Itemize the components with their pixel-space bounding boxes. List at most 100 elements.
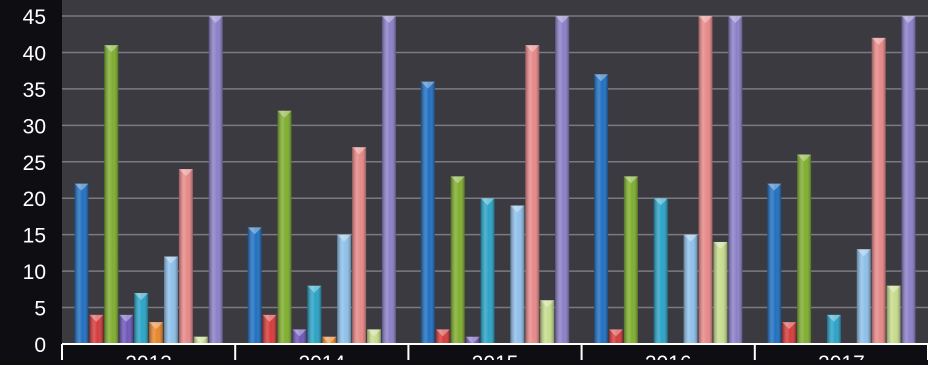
bar-cap [450, 176, 465, 184]
bar-cap [510, 205, 525, 213]
y-tick-label: 40 [23, 42, 46, 65]
bar-cap [797, 154, 812, 162]
bar-shading [555, 16, 570, 344]
bar-cap [292, 329, 307, 337]
bar-cap [826, 314, 841, 322]
bar-shading [480, 198, 495, 344]
bar-cap [594, 74, 609, 82]
y-tick-label: 35 [23, 79, 46, 102]
bar-cap [698, 16, 713, 23]
bar-shading [337, 234, 352, 344]
x-tick-label: 2013 [125, 352, 172, 360]
bar-cap [886, 285, 901, 293]
bar-shading [728, 16, 743, 344]
bar-shading [89, 314, 104, 344]
bar-shading [292, 329, 307, 344]
bar-shading [767, 183, 782, 344]
bar-shading [826, 314, 841, 344]
bar-cap [480, 198, 495, 206]
bar-shading [594, 74, 609, 345]
bar-shading [698, 16, 713, 344]
bar-cap [856, 249, 871, 257]
bar-cap [623, 176, 638, 184]
gridlines [62, 15, 928, 309]
bar-cap [74, 183, 89, 191]
bar-cap [322, 336, 337, 344]
y-tick-label: 45 [23, 6, 46, 29]
y-axis-ticks: 0 5 10 15 20 25 30 35 40 45 [23, 6, 46, 357]
bar-shading [104, 45, 119, 345]
x-tick-label: 2017 [818, 352, 865, 360]
bar-cap [163, 256, 178, 264]
bar-cap [420, 81, 435, 89]
bar-cap [247, 227, 262, 235]
bar-cap [782, 322, 797, 330]
bar-shading [322, 336, 337, 344]
bar-shading [134, 292, 149, 344]
bar-cap [89, 314, 104, 322]
y-tick-label: 30 [23, 115, 46, 138]
bar-shading [193, 336, 208, 344]
bar-cap [728, 16, 743, 23]
bar-cap [381, 16, 396, 23]
bar-cap [134, 292, 149, 300]
bar-shading [465, 336, 480, 344]
bar-shading [381, 16, 396, 344]
bar-shading [367, 329, 382, 344]
y-tick-label: 5 [34, 298, 46, 321]
x-axis: 2013 2014 2015 2016 2017 [61, 343, 928, 365]
bar-cap [901, 16, 916, 23]
bar-shading [119, 314, 134, 344]
bar-shading [510, 205, 525, 344]
bar-cap [871, 37, 886, 45]
y-tick-label: 10 [23, 261, 46, 284]
bar-cap [307, 285, 322, 293]
bar-cap [767, 183, 782, 191]
bar-cap [277, 110, 292, 118]
bar-shading [352, 147, 367, 344]
bar-shading [608, 329, 623, 344]
bar-cap [208, 16, 223, 23]
bar-shading [163, 256, 178, 344]
x-tick-label: 2016 [645, 352, 692, 360]
bar-shading [683, 234, 698, 344]
y-tick-label: 20 [23, 188, 46, 211]
bar-shading [247, 227, 262, 344]
bar-shading [886, 285, 901, 344]
x-tick-label: 2014 [298, 352, 345, 360]
bar-cap [178, 169, 193, 177]
bar-shading [540, 300, 555, 344]
bar-shading [149, 322, 164, 344]
bar-shading [277, 110, 292, 344]
y-tick-label: 15 [23, 225, 46, 248]
bar-shading [178, 169, 193, 344]
bar-shading [797, 154, 812, 344]
y-tick-label: 25 [23, 152, 46, 175]
bar-cap [352, 147, 367, 155]
bar-cap [337, 234, 352, 242]
bar-cap [262, 314, 277, 322]
bar-shading [74, 183, 89, 344]
bar-cap [149, 322, 164, 330]
bar-shading [450, 176, 465, 344]
bar-cap [525, 45, 540, 53]
bar-shading [871, 37, 886, 344]
bar-shading [713, 241, 728, 344]
bar-cap [193, 336, 208, 344]
bar-shading [901, 16, 916, 344]
bar-shading [782, 322, 797, 344]
bar-cap [608, 329, 623, 337]
bar-cap [683, 234, 698, 242]
bar-shading [525, 45, 540, 345]
bar-shading [653, 198, 668, 344]
bar-shading [623, 176, 638, 344]
bar-shading [262, 314, 277, 344]
plot-area [62, 0, 928, 344]
bar-cap [555, 16, 570, 23]
y-tick-label: 0 [34, 334, 46, 357]
bar-cap [367, 329, 382, 337]
x-tick-label: 2015 [472, 352, 519, 360]
bar-shading [208, 16, 223, 344]
